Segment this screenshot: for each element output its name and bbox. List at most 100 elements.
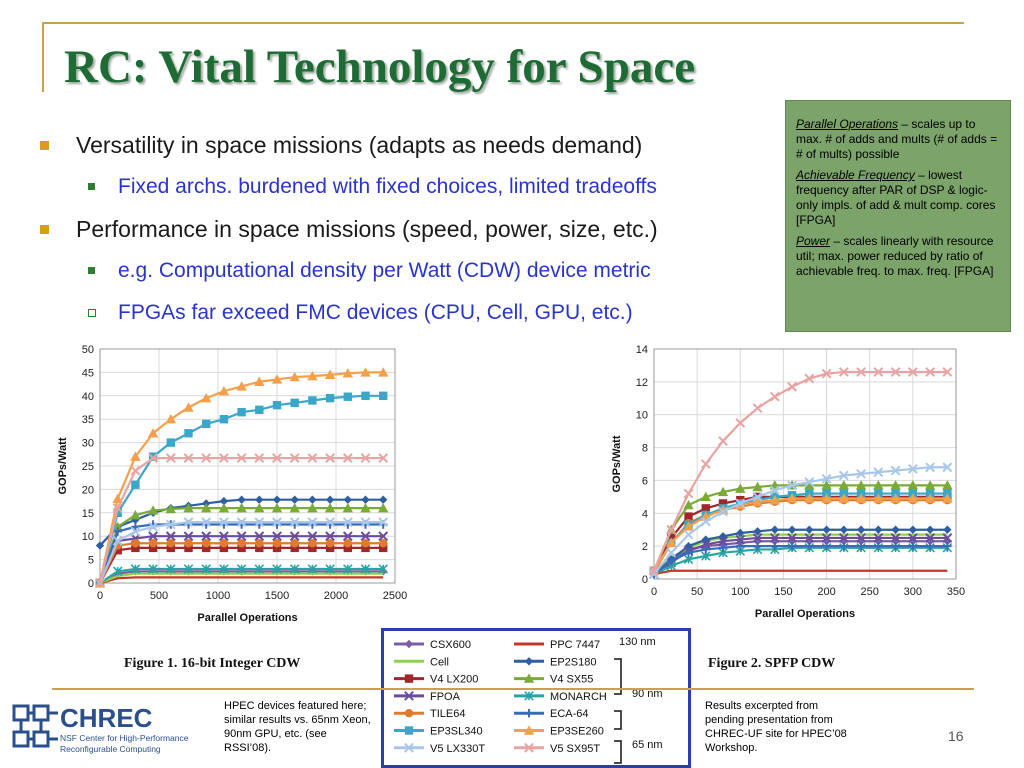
x-axis-label: Parallel Operations xyxy=(197,612,297,624)
legend-label-ppc-7447: PPC 7447 xyxy=(550,639,600,651)
left-decor-line xyxy=(42,22,44,92)
data-point-ep3sl340 xyxy=(326,394,334,402)
x-tick-label: 2500 xyxy=(383,590,407,602)
data-point-tile64 xyxy=(220,539,228,547)
data-point-v5-sx95t xyxy=(131,466,139,474)
x-tick-label: 50 xyxy=(691,586,703,598)
data-point-tile64 xyxy=(273,539,281,547)
legend-label-eca-64: ECA-64 xyxy=(550,708,589,720)
y-tick-label: 50 xyxy=(82,344,94,356)
legend-label-v5-sx95t: V5 SX95T xyxy=(550,743,600,755)
x-tick-label: 1500 xyxy=(265,590,289,602)
data-point-ep2s180 xyxy=(326,495,334,503)
data-point-tile64 xyxy=(308,539,316,547)
data-point-ep3sl340 xyxy=(291,399,299,407)
series-line-ep3sl340 xyxy=(654,494,947,571)
series-line-ppc-7447 xyxy=(654,571,947,574)
slide-title: RC: Vital Technology for Space xyxy=(64,40,695,94)
y-axis-label: GOPs/Watt xyxy=(611,435,623,492)
y-tick-label: 10 xyxy=(636,410,648,422)
data-point-ep3sl340 xyxy=(273,401,281,409)
legend-label-cell: Cell xyxy=(430,656,449,668)
note-term: Power xyxy=(796,234,830,248)
legend-label-v5-lx330t: V5 LX330T xyxy=(430,743,485,755)
data-point-ep2s180 xyxy=(788,526,796,534)
data-point-tile64 xyxy=(255,539,263,547)
x-tick-label: 500 xyxy=(150,590,168,602)
data-point-ep3sl340 xyxy=(220,415,228,423)
data-point-ep2s180 xyxy=(308,495,316,503)
data-point-tile64 xyxy=(361,539,369,547)
hollow-square-icon xyxy=(88,309,96,317)
data-point-v5-sx95t xyxy=(702,460,710,468)
chrec-logo: CHREC NSF Center for High-Performance Re… xyxy=(10,700,220,758)
x-tick-label: 300 xyxy=(904,586,922,598)
sub-bullet-marker-icon xyxy=(88,267,95,274)
data-point-tile64 xyxy=(184,539,192,547)
y-tick-label: 6 xyxy=(642,475,648,487)
y-tick-label: 0 xyxy=(642,574,648,586)
sub-bullet-text: e.g. Computational density per Watt (CDW… xyxy=(118,259,651,282)
svg-text:CHREC: CHREC xyxy=(60,703,153,733)
svg-text:NSF Center for High-Performanc: NSF Center for High-Performance xyxy=(60,733,189,743)
data-point-tile64 xyxy=(379,539,387,547)
bullet-text: Performance in space missions (speed, po… xyxy=(76,216,658,242)
y-tick-label: 40 xyxy=(82,391,94,403)
data-point-ep2s180 xyxy=(926,526,934,534)
data-point-ep2s180 xyxy=(379,495,387,503)
data-point-ep2s180 xyxy=(857,526,865,534)
data-point-v5-lx330t xyxy=(684,530,692,538)
y-tick-label: 8 xyxy=(642,443,648,455)
y-tick-label: 0 xyxy=(88,578,94,590)
data-point-eca-64 xyxy=(805,542,813,550)
data-point-ep3sl340 xyxy=(308,396,316,404)
definitions-note-box: Parallel Operations – scales up to max. … xyxy=(785,100,1011,332)
data-point-eca-64 xyxy=(891,542,899,550)
page-number: 16 xyxy=(948,728,964,744)
data-point-tile64 xyxy=(149,539,157,547)
data-point-tile64 xyxy=(344,539,352,547)
top-decor-line xyxy=(42,22,964,24)
x-tick-label: 1000 xyxy=(206,590,230,602)
data-point-tile64 xyxy=(202,539,210,547)
legend-label-monarch: MONARCH xyxy=(550,691,607,703)
legend-label-ep2s180: EP2S180 xyxy=(550,656,596,668)
series-markers-tile64 xyxy=(650,496,952,577)
chart-spfp-cdw: 024681012140 50 100 150 200 250 300 350Parallel… xyxy=(580,336,980,646)
x-tick-label: 2000 xyxy=(324,590,348,602)
data-point-v5-sx95t xyxy=(684,489,692,497)
bullet-list: Versatility in space missions (adapts as… xyxy=(36,124,796,334)
y-tick-label: 2 xyxy=(642,541,648,553)
svg-text:Reconfigurable Computing: Reconfigurable Computing xyxy=(60,744,161,754)
y-tick-label: 5 xyxy=(88,555,94,567)
note-power: Power – scales linearly with resource ut… xyxy=(796,234,1000,279)
x-tick-label: 350 xyxy=(947,586,965,598)
data-point-ep2s180 xyxy=(909,526,917,534)
legend-label-ep3se260: EP3SE260 xyxy=(550,726,604,738)
data-point-ep3sl340 xyxy=(405,726,413,734)
data-point-ep2s180 xyxy=(255,495,263,503)
data-point-tile64 xyxy=(237,539,245,547)
data-point-ep3sl340 xyxy=(255,406,263,414)
data-point-eca-64 xyxy=(840,542,848,550)
data-point-ep2s180 xyxy=(361,495,369,503)
data-point-eca-64 xyxy=(943,542,951,550)
data-point-ep3sl340 xyxy=(237,408,245,416)
data-point-ep3sl340 xyxy=(131,481,139,489)
data-point-ep2s180 xyxy=(840,526,848,534)
data-point-v5-sx95t xyxy=(719,437,727,445)
data-point-ep2s180 xyxy=(805,526,813,534)
bullet-text: Versatility in space missions (adapts as… xyxy=(76,132,642,158)
bottom-decor-line xyxy=(52,688,974,690)
data-point-v5-sx95t xyxy=(771,392,779,400)
x-tick-label: 100 xyxy=(731,586,749,598)
y-tick-label: 14 xyxy=(636,344,648,356)
data-point-ep2s180 xyxy=(822,526,830,534)
sub-bullet-marker-icon xyxy=(88,183,95,190)
y-tick-label: 20 xyxy=(82,484,94,496)
data-point-ep3sl340 xyxy=(379,392,387,400)
chart-16bit-integer-cdw: 051015202530354045500 500 1000 1500 2000 2500… xyxy=(30,336,410,646)
y-tick-label: 45 xyxy=(82,367,94,379)
sub-bullet-text: FPGAs far exceed FMC devices (CPU, Cell,… xyxy=(118,301,633,324)
series-line-ppc-7447 xyxy=(100,577,383,583)
